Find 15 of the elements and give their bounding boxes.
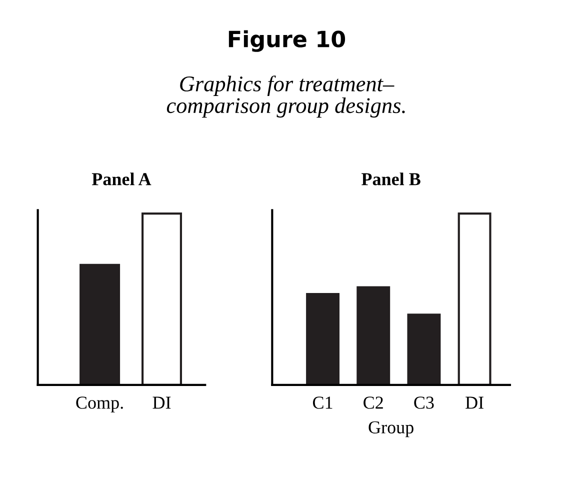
chart-title: Panel A — [92, 172, 152, 186]
chart-title: Panel B — [362, 172, 420, 186]
x-tick-label: DI — [152, 396, 171, 409]
bar — [407, 314, 441, 385]
bar — [458, 212, 492, 385]
bar — [356, 286, 390, 385]
bar — [306, 293, 340, 385]
x-tick-label: DI — [466, 396, 484, 409]
text: Graphics for treatment– comparison group designs. — [166, 76, 405, 118]
x-tick-label: C2 — [364, 396, 383, 409]
caption: Figure 10 — [228, 30, 346, 52]
x-axis-title: Group — [368, 421, 414, 438]
x-tick-label: C1 — [312, 396, 332, 409]
x-tick-label: Comp. — [76, 396, 123, 412]
x-tick-label: C3 — [414, 396, 434, 409]
